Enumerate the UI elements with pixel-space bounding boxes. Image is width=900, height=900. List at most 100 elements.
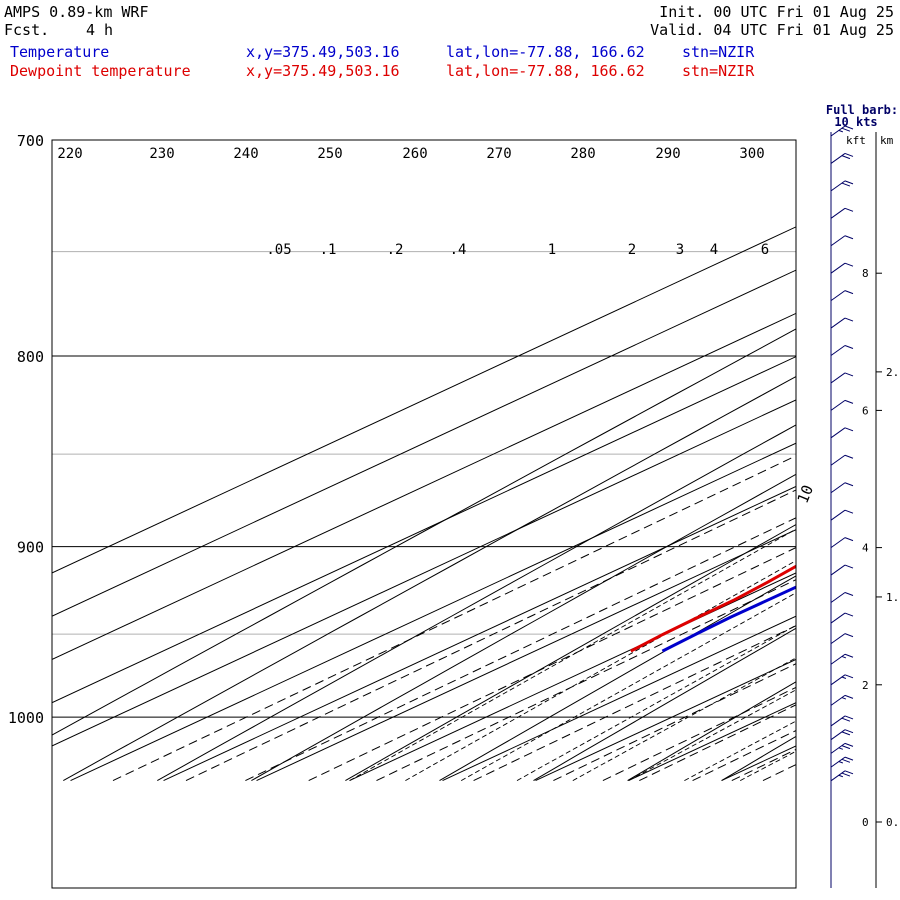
moist-adiabat-18 — [795, 780, 796, 781]
valid-time: Valid. 04 UTC Fri 01 Aug 25 — [650, 21, 894, 39]
temperature-latlon: lat,lon=-77.88, 166.62 — [446, 43, 645, 61]
wind-barb — [830, 612, 854, 624]
kft-label-8: 8 — [862, 267, 869, 280]
pressure-label-900: 900 — [17, 539, 44, 557]
wind-barb — [830, 399, 854, 411]
km-label-2: 0. — [886, 816, 899, 829]
moist-adiabat--24 — [405, 560, 796, 781]
mixing-ratio-0.05 — [185, 489, 796, 782]
wind-barb — [830, 317, 854, 329]
kft-axis-label: kft — [846, 134, 866, 147]
isotherm--100 — [52, 269, 796, 617]
wind-barb — [830, 207, 854, 219]
wind-barb — [830, 372, 854, 384]
kft-label-0: 0 — [862, 816, 869, 829]
model-title: AMPS 0.89-km WRF — [4, 3, 149, 21]
barb-legend-speed: 10 kts — [834, 115, 877, 129]
dry-adiabat-290 — [816, 117, 900, 781]
mixing-ratio-label-.2: .2 — [387, 242, 404, 258]
forecast-label: Fcst. — [4, 21, 50, 39]
mixing-ratio-label-.05: .05 — [266, 242, 291, 258]
sounding-series — [630, 564, 796, 653]
wind-barb — [830, 756, 854, 768]
mixing-ratio-0.4 — [376, 579, 796, 782]
mixing-ratio-0.02 — [112, 455, 796, 782]
wind-barb — [830, 262, 854, 274]
wind-barb — [830, 427, 854, 439]
mixing-ratio-label-.4: .4 — [450, 242, 467, 258]
dewpoint-line — [630, 564, 796, 653]
isotherm--70 — [52, 399, 796, 747]
wind-barb — [830, 152, 854, 164]
wind-barb — [830, 290, 854, 302]
wind-barb — [830, 482, 854, 494]
temperature-station: stn=NZIR — [682, 43, 755, 61]
wind-barb — [830, 715, 854, 727]
barb-legend-title: Full barb: — [826, 103, 898, 117]
isotherm-10 — [721, 745, 796, 782]
isotherm--30 — [349, 572, 796, 782]
kft-label-4: 4 — [862, 542, 869, 555]
wind-barb — [830, 729, 854, 741]
dry-adiabat-210 — [63, 375, 796, 782]
moist-adiabat--6 — [572, 657, 796, 781]
isotherm-label-10: 10 — [794, 482, 817, 505]
mixing-ratio-label-3: 3 — [676, 242, 684, 258]
dry-adiabat-label-260: 260 — [402, 146, 427, 162]
kft-label-6: 6 — [862, 404, 869, 417]
wind-barb — [830, 345, 854, 356]
moist-adiabat-0 — [628, 689, 796, 781]
dewpoint-legend: Dewpoint temperature — [10, 62, 191, 80]
dry-adiabat-label-230: 230 — [149, 146, 174, 162]
wind-barb — [830, 592, 854, 603]
pressure-label-800: 800 — [17, 348, 44, 366]
plot-frame — [51, 139, 797, 889]
mixing-ratio-1 — [473, 625, 796, 782]
km-axis-label: km — [880, 134, 894, 147]
temperature-legend: Temperature — [10, 43, 110, 61]
dewpoint-latlon: lat,lon=-77.88, 166.62 — [446, 62, 645, 80]
isotherm--90 — [52, 312, 796, 660]
mixing-ratio-label-6: 6 — [761, 242, 769, 258]
wind-barb — [830, 694, 854, 706]
wind-barb — [830, 537, 854, 549]
isotherm-0 — [628, 702, 796, 782]
dry-adiabat-label-280: 280 — [570, 146, 595, 162]
mixing-ratio-3 — [602, 686, 796, 782]
mixing-ratio-2 — [553, 663, 796, 782]
dry-adiabat-label-240: 240 — [233, 146, 258, 162]
mixing-ratio-4 — [639, 704, 796, 782]
dewpoint-station: stn=NZIR — [682, 62, 755, 80]
axis-labels: 7008009001000-70-60-50-40-30-20-10010220… — [8, 132, 817, 727]
moist-adiabat--12 — [516, 624, 796, 781]
isotherm--20 — [442, 615, 796, 782]
mixing-ratio-label-.1: .1 — [320, 242, 337, 258]
dry-adiabat-220 — [157, 424, 796, 782]
dry-adiabat-240 — [345, 523, 796, 782]
forecast-hour: 4 h — [86, 21, 114, 39]
dry-adiabat-280 — [721, 735, 796, 782]
isotherm--60 — [70, 442, 796, 782]
wind-barb — [830, 770, 854, 782]
isotherm--50 — [163, 485, 796, 782]
wind-barb-panel: Full barb:10 kts kft km 8 6 4 2 0 2. 1. 0. — [826, 103, 899, 888]
dewpoint-xy: x,y=375.49,503.16 — [246, 62, 400, 80]
wind-barb — [830, 653, 854, 665]
dry-adiabat-label-290: 290 — [655, 146, 680, 162]
wind-barb — [830, 235, 854, 247]
dry-adiabat-label-300: 300 — [739, 146, 764, 162]
background-lines — [52, 117, 900, 782]
mixing-ratio-label-2: 2 — [628, 242, 636, 258]
dry-adiabat-250 — [439, 575, 796, 782]
wind-barb — [830, 674, 854, 686]
wind-barb — [830, 509, 854, 521]
dry-adiabat-230 — [251, 473, 796, 782]
dry-adiabat-270 — [627, 681, 796, 782]
mixing-ratio-8 — [731, 748, 796, 782]
temperature-xy: x,y=375.49,503.16 — [246, 43, 400, 61]
mixing-ratio-label-4: 4 — [710, 242, 718, 258]
wind-barb — [830, 180, 854, 192]
pressure-label-700: 700 — [17, 132, 44, 150]
km-label-1: 1. — [886, 591, 899, 604]
